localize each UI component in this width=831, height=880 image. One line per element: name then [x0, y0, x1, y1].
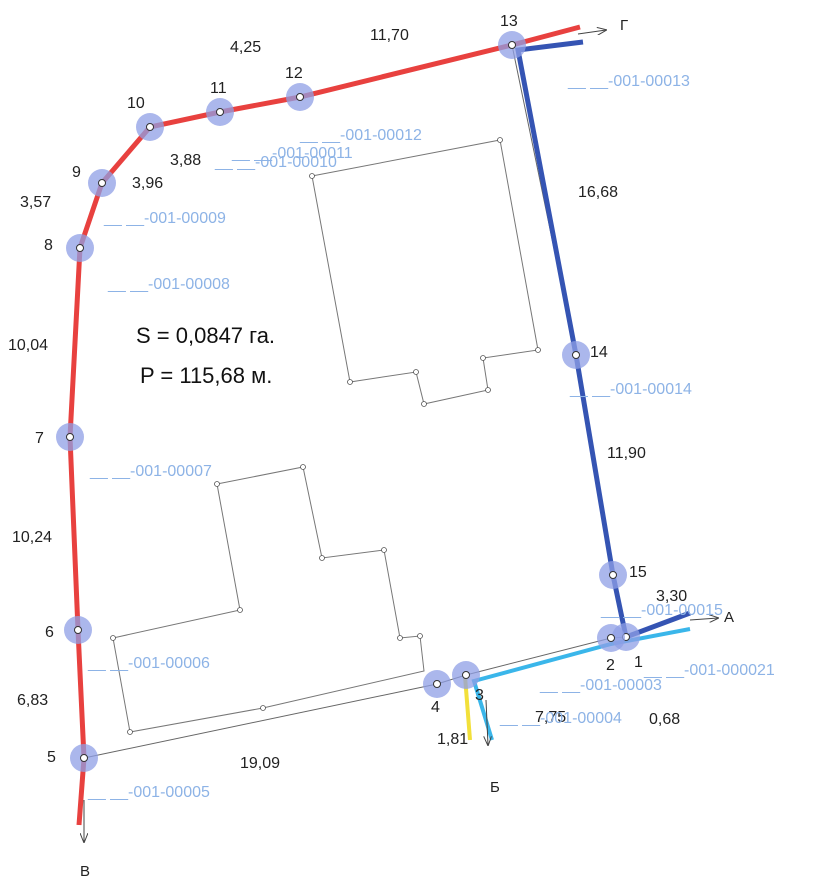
boundary-point [572, 351, 580, 359]
point-number-label: 13 [500, 13, 518, 30]
boundary-point [98, 179, 106, 187]
direction-arrows [84, 30, 718, 842]
boundary-point [80, 754, 88, 762]
boundary-point [462, 671, 470, 679]
cadastral-code-label: __ __-001-00013 [567, 73, 690, 90]
cadastral-code-label: __ __-001-00007 [89, 463, 212, 480]
boundary-blue [515, 39, 691, 641]
point-number-label: 6 [45, 624, 54, 641]
cadastral-code-label: __ __-001-00005 [87, 784, 210, 801]
boundary-point [609, 571, 617, 579]
segment-length-label: 10,04 [8, 337, 48, 354]
perimeter-label: P = 115,68 м. [140, 363, 272, 388]
segment-length-label: 3,88 [170, 152, 201, 169]
segment-length-label: 16,68 [578, 184, 618, 201]
area-label: S = 0,0847 га. [136, 323, 275, 348]
building-south [112, 466, 425, 733]
cadastral-code-label: __ __-001-00010 [214, 154, 337, 171]
cadastral-code-label: __ __-001-00006 [87, 655, 210, 672]
segment-length-label: 6,83 [17, 692, 48, 709]
segment-length-label: 4,25 [230, 39, 261, 56]
building-north [311, 139, 539, 405]
segment-length-label: 7,75 [535, 709, 566, 726]
point-number-label: 2 [606, 657, 615, 674]
point-number-label: 5 [47, 749, 56, 766]
cadastral-code-label: __ __-001-00003 [539, 677, 662, 694]
boundary-point [216, 108, 224, 116]
boundary-point [433, 680, 441, 688]
point-number-label: 1 [634, 654, 643, 671]
segment-length-label: 3,96 [132, 175, 163, 192]
boundary-point [74, 626, 82, 634]
segment-length-label: 19,09 [240, 755, 280, 772]
boundary-point [296, 93, 304, 101]
point-number-label: 14 [590, 344, 608, 361]
cadastral-code-label: __ __-001-00014 [569, 381, 692, 398]
cadastral-code-label: __ __-001-00011 [231, 145, 353, 162]
boundary-point [508, 41, 516, 49]
boundary-point [607, 634, 615, 642]
point-number-label: 15 [629, 564, 647, 581]
cadastral-code-label: __ __-001-00015 [600, 602, 723, 619]
direction-label: Г [620, 17, 628, 34]
point-number-label: 9 [72, 164, 81, 181]
point-number-label: 4 [431, 699, 440, 716]
cadastral-code-label: __ __-001-00009 [103, 210, 226, 227]
boundary-point [146, 123, 154, 131]
segment-length-label: 3,57 [20, 194, 51, 211]
cadastral-code-label: __ __-001-00008 [107, 276, 230, 293]
direction-label: А [724, 609, 734, 626]
point-number-label: 8 [44, 237, 53, 254]
segment-length-label: 11,90 [607, 445, 646, 462]
segment-length-label: 10,24 [12, 529, 52, 546]
point-number-label: 7 [35, 430, 44, 447]
direction-label: Б [490, 779, 500, 796]
point-number-label: 10 [127, 95, 145, 112]
point-number-label: 3 [475, 687, 484, 704]
point-number-label: 11 [210, 80, 227, 97]
cadastral-code-label: __ __-001-000021 [643, 662, 775, 679]
segment-length-label: 3,30 [656, 588, 687, 605]
cadastral-code-label: __ __-001-00004 [499, 710, 622, 727]
boundary-cyan [471, 627, 691, 741]
boundary-point [66, 433, 74, 441]
segment-length-label: 0,68 [649, 711, 680, 728]
boundary-point [76, 244, 84, 252]
boundary-points [56, 31, 640, 772]
labels: 1234567891011121314154,2511,703,883,963,… [8, 13, 775, 880]
segment-length-label: 11,70 [370, 27, 409, 44]
segment-length-label: 1,81 [437, 731, 468, 748]
direction-label: В [80, 863, 90, 880]
point-number-label: 12 [285, 65, 303, 82]
cadastral-code-label: __ __-001-00012 [299, 127, 422, 144]
building-vertices [110, 137, 541, 735]
